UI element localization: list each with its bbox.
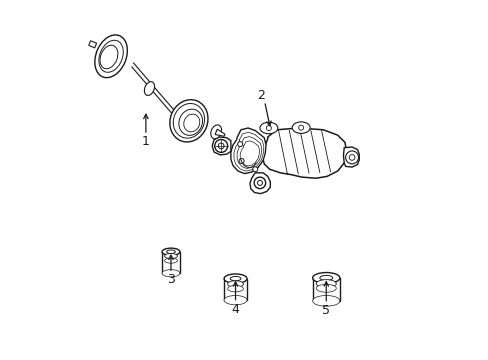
Polygon shape [249, 173, 270, 194]
Ellipse shape [144, 82, 154, 95]
Polygon shape [343, 147, 359, 167]
Ellipse shape [224, 296, 246, 305]
Text: 4: 4 [231, 303, 239, 316]
Ellipse shape [99, 40, 123, 72]
Polygon shape [312, 278, 339, 301]
Polygon shape [212, 137, 230, 155]
Ellipse shape [316, 284, 336, 292]
Ellipse shape [227, 285, 243, 292]
Ellipse shape [227, 281, 243, 287]
Ellipse shape [319, 275, 332, 280]
Ellipse shape [162, 270, 180, 277]
Circle shape [239, 158, 244, 163]
Ellipse shape [100, 45, 118, 69]
Polygon shape [262, 128, 346, 178]
Ellipse shape [179, 109, 202, 135]
Polygon shape [215, 129, 224, 136]
Ellipse shape [95, 35, 127, 78]
Circle shape [348, 154, 354, 160]
Circle shape [254, 177, 265, 189]
Ellipse shape [183, 114, 200, 132]
Ellipse shape [316, 280, 336, 288]
Ellipse shape [312, 296, 339, 306]
Ellipse shape [210, 125, 221, 139]
Ellipse shape [164, 258, 177, 263]
Ellipse shape [164, 253, 177, 258]
Ellipse shape [312, 273, 339, 283]
Ellipse shape [173, 103, 204, 138]
Polygon shape [162, 252, 180, 273]
Text: 5: 5 [322, 305, 329, 318]
Circle shape [218, 143, 224, 149]
Text: 1: 1 [142, 135, 149, 148]
Circle shape [298, 125, 303, 130]
Ellipse shape [260, 122, 277, 134]
Text: 3: 3 [167, 273, 175, 286]
Circle shape [266, 126, 271, 131]
Text: 2: 2 [256, 89, 264, 102]
Circle shape [214, 139, 227, 152]
Ellipse shape [230, 276, 241, 281]
Polygon shape [88, 41, 97, 48]
Circle shape [252, 167, 257, 172]
Circle shape [257, 180, 262, 185]
Circle shape [345, 151, 358, 164]
Ellipse shape [292, 122, 309, 134]
Ellipse shape [162, 248, 180, 255]
Polygon shape [230, 128, 265, 174]
Ellipse shape [166, 250, 175, 253]
Ellipse shape [224, 274, 246, 283]
Ellipse shape [169, 100, 207, 142]
Circle shape [237, 141, 242, 147]
Polygon shape [224, 279, 246, 300]
